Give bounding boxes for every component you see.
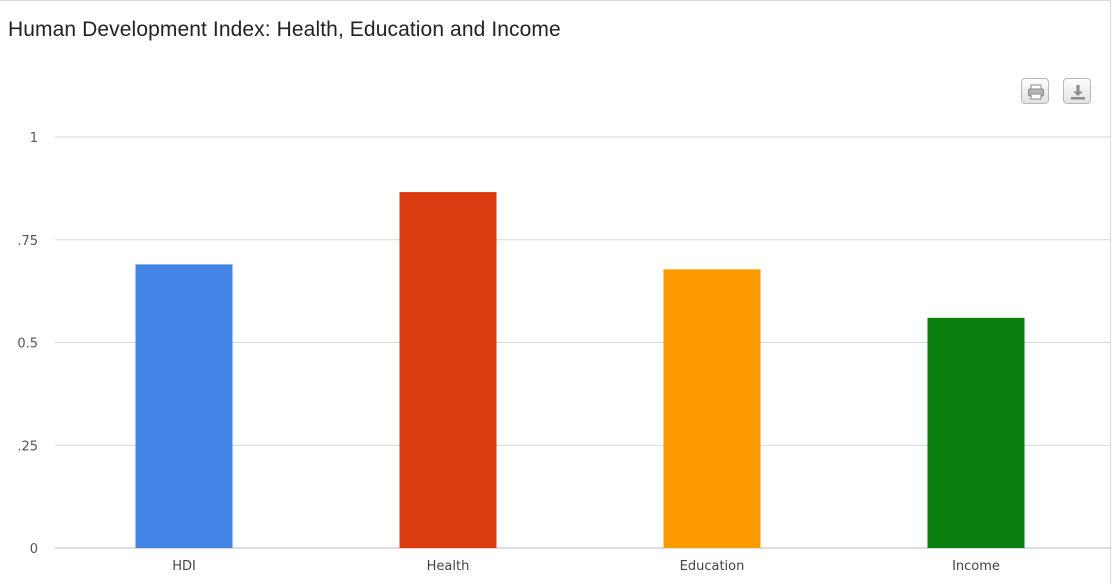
y-tick-label: 0.5 xyxy=(17,337,38,352)
download-icon xyxy=(1071,85,1085,100)
print-icon xyxy=(1028,84,1044,100)
bar xyxy=(927,317,1025,548)
bar xyxy=(399,192,497,548)
y-tick-label: 0 xyxy=(30,542,38,557)
bar xyxy=(135,264,233,548)
x-tick-label: Income xyxy=(952,559,1000,574)
print-button[interactable] xyxy=(1021,78,1049,104)
x-tick-label: Education xyxy=(680,559,745,574)
x-tick-label: Health xyxy=(427,559,470,574)
y-tick-label: 1 xyxy=(30,131,38,146)
chart-title: Human Development Index: Health, Educati… xyxy=(8,18,561,41)
bar xyxy=(663,269,761,548)
y-tick-label: .25 xyxy=(17,439,38,454)
x-tick-label: HDI xyxy=(172,559,196,574)
download-button[interactable] xyxy=(1063,78,1091,104)
y-tick-label: .75 xyxy=(17,234,38,249)
